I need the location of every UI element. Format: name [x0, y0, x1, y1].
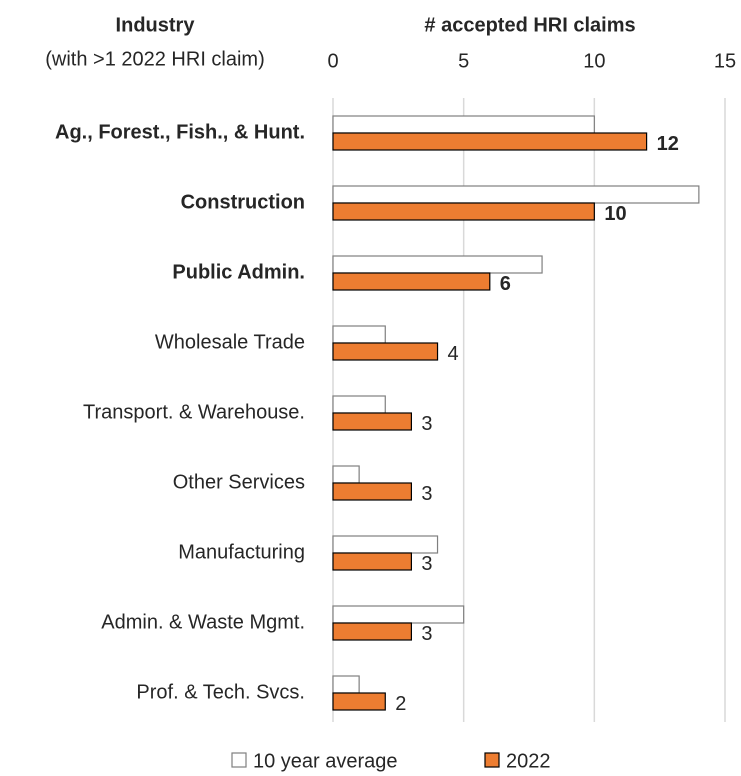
data-label: 3	[421, 483, 432, 505]
x-tick-label: 10	[583, 50, 605, 72]
y-tick-label: Admin. & Waste Mgmt.	[101, 611, 305, 633]
legend-label: 2022	[506, 750, 551, 772]
bar	[332, 342, 439, 361]
x-tick-label: 5	[458, 50, 469, 72]
y-tick-label: Transport. & Warehouse.	[83, 401, 305, 423]
data-label: 10	[604, 203, 626, 225]
data-label: 3	[421, 553, 432, 575]
data-label: 3	[421, 623, 432, 645]
chart-title: # accepted HRI claims	[424, 14, 635, 36]
y-axis-subtitle: (with >1 2022 HRI claim)	[45, 48, 265, 70]
bar	[332, 255, 543, 274]
y-tick-label: Ag., Forest., Fish., & Hunt.	[55, 121, 305, 143]
bar	[332, 552, 413, 571]
bar	[332, 202, 595, 221]
bar	[332, 622, 413, 641]
bar	[332, 605, 465, 624]
x-tick-label: 0	[327, 50, 338, 72]
bar	[332, 535, 439, 554]
y-tick-label: Construction	[181, 191, 305, 213]
bar	[332, 692, 386, 711]
bar	[332, 115, 595, 134]
data-label: 3	[421, 413, 432, 435]
data-label: 4	[448, 343, 459, 365]
y-tick-label: Manufacturing	[178, 541, 305, 563]
y-axis-title: Industry	[116, 14, 196, 36]
bar	[332, 465, 360, 484]
y-tick-label: Wholesale Trade	[155, 331, 305, 353]
bar	[332, 482, 413, 501]
legend-swatch	[231, 752, 247, 768]
bar	[332, 412, 413, 431]
x-tick-label: 15	[714, 50, 736, 72]
bar	[332, 132, 648, 151]
legend-swatch	[484, 752, 500, 768]
y-tick-label: Public Admin.	[172, 261, 305, 283]
data-label: 2	[395, 693, 406, 715]
bar	[332, 185, 700, 204]
y-tick-label: Prof. & Tech. Svcs.	[136, 681, 305, 703]
data-label: 12	[657, 133, 679, 155]
bar	[332, 272, 491, 291]
y-tick-label: Other Services	[173, 471, 305, 493]
bar	[332, 675, 360, 694]
bar	[332, 395, 386, 414]
data-label: 6	[500, 273, 511, 295]
legend-label: 10 year average	[253, 750, 398, 772]
bar	[332, 325, 386, 344]
